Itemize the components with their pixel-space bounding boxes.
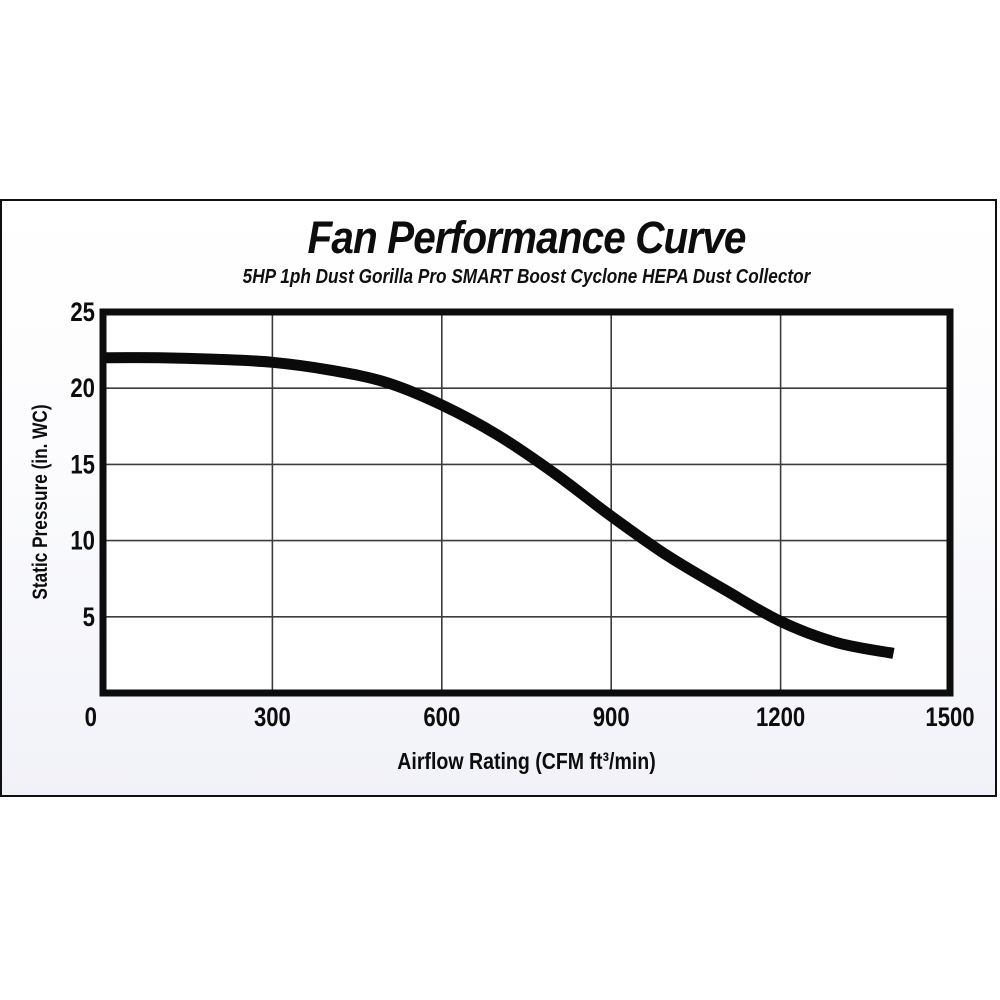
x-axis-title: Airflow Rating (CFM ft³/min) — [397, 748, 656, 774]
y-axis-title: Static Pressure (in. WC) — [29, 404, 52, 600]
chart-subtitle: 5HP 1ph Dust Gorilla Pro SMART Boost Cyc… — [242, 266, 811, 288]
chart-panel — [0, 199, 997, 797]
chart-title: Fan Performance Curve — [307, 212, 746, 263]
